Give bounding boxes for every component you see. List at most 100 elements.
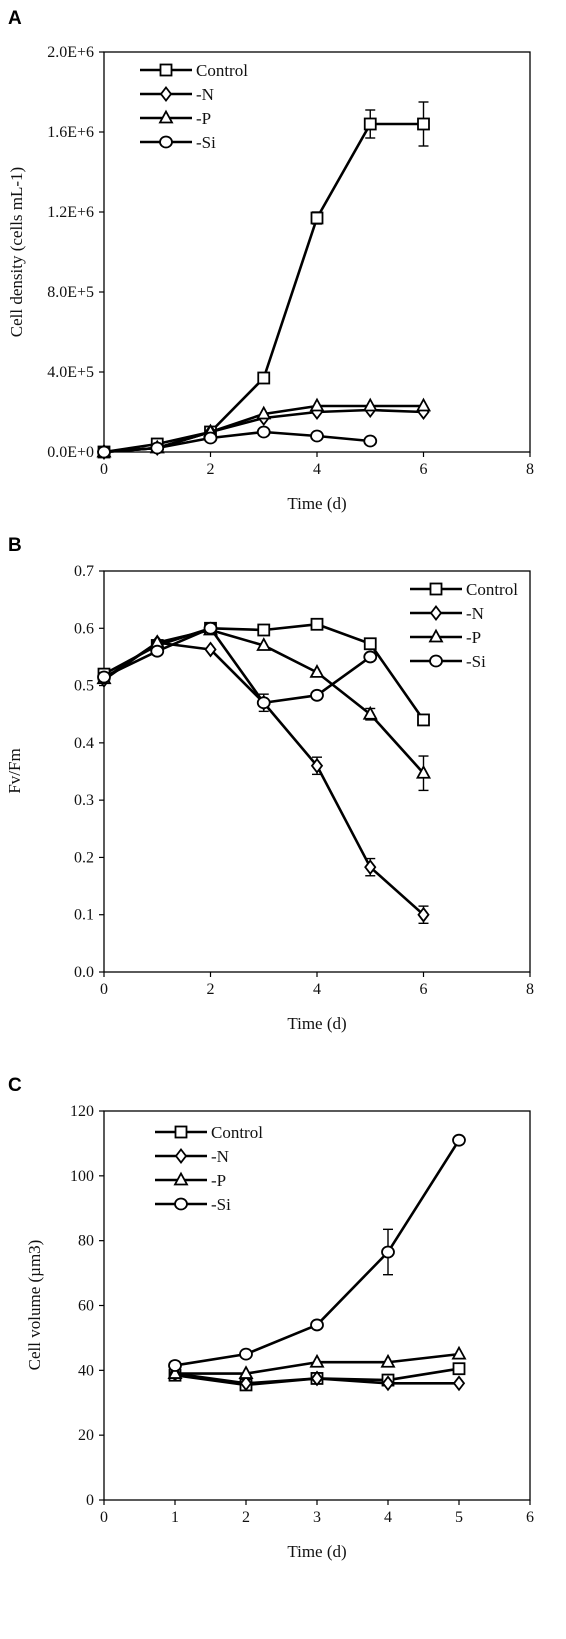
panel-b: B 0 2 4 6 8 0.0 0.1 0.2 0.3 0.4 0.5 0.6 0.7 Time (d) Fv… <box>5 535 534 1033</box>
data-point <box>363 650 378 664</box>
plot-area <box>103 1110 531 1501</box>
y-axis-title: Cell density (cells mL-1) <box>7 167 26 337</box>
data-point <box>310 757 324 774</box>
data-point <box>362 397 378 412</box>
legend: Control -N -P -Si <box>410 580 518 671</box>
series-line <box>103 626 372 705</box>
data-point <box>167 1365 183 1379</box>
x-axis-title: Time (d) <box>287 1014 346 1033</box>
series-line <box>103 122 424 454</box>
data-point <box>417 117 430 131</box>
data-point <box>452 1375 466 1392</box>
x-axis-title: Time (d) <box>287 1542 346 1561</box>
legend-label: Control <box>211 1123 263 1142</box>
series-line <box>103 641 425 916</box>
y-tick-label: 0.0E+0 <box>47 444 94 461</box>
panel-label: C <box>8 1075 22 1096</box>
legend-label: Control <box>196 61 248 80</box>
y-tick-label: 1.2E+6 <box>47 204 94 221</box>
series-line <box>103 430 371 454</box>
legend-label: -Si <box>196 133 216 152</box>
data-point <box>256 696 271 710</box>
x-tick-label: 0 <box>100 981 108 998</box>
panel-a: A 0 2 4 6 8 0.0E+0 4.0E+5 8.0E+5 1.2E+6 1.6E+6 2.0E… <box>7 8 534 513</box>
data-point <box>203 431 218 445</box>
data-point <box>97 670 111 684</box>
y-axis-title: Fv/Fm <box>5 748 24 793</box>
legend-swatch-marker <box>174 1148 188 1164</box>
legend-swatch-marker <box>174 1125 188 1139</box>
data-point <box>381 1245 395 1259</box>
data-point <box>417 906 430 923</box>
legend-swatch-marker <box>159 135 173 149</box>
series-p <box>167 1345 467 1379</box>
legend-label: -Si <box>211 1195 231 1214</box>
y-tick-label: 80 <box>78 1233 94 1250</box>
data-point <box>238 1365 254 1379</box>
plot-area <box>103 51 531 453</box>
data-point <box>168 1359 182 1372</box>
panel-label: B <box>8 535 22 556</box>
legend-swatch-marker <box>428 628 444 643</box>
y-tick-label: 0.6 <box>74 620 94 637</box>
data-point <box>257 623 271 637</box>
data-point <box>204 641 217 658</box>
x-tick-label: 3 <box>313 1509 321 1526</box>
legend: Control -N -P -Si <box>155 1123 263 1214</box>
data-point <box>310 1318 324 1332</box>
series-si <box>168 1133 466 1372</box>
data-point <box>310 429 324 443</box>
y-tick-label: 0.3 <box>74 792 94 809</box>
data-point <box>309 1353 325 1368</box>
data-point <box>363 117 377 131</box>
y-tick-label: 1.6E+6 <box>47 124 94 141</box>
y-tick-label: 8.0E+5 <box>47 284 94 301</box>
data-point <box>364 859 377 876</box>
x-tick-label: 8 <box>526 461 534 478</box>
data-point <box>417 713 430 727</box>
x-tick-label: 6 <box>526 1509 534 1526</box>
legend-label: -N <box>211 1147 229 1166</box>
y-tick-label: 2.0E+6 <box>47 44 94 61</box>
data-point <box>415 397 432 412</box>
legend-swatch-marker <box>429 582 443 596</box>
data-point <box>310 211 324 225</box>
y-tick-label: 0.2 <box>74 849 94 866</box>
y-tick-label: 0 <box>86 1492 94 1509</box>
y-tick-label: 100 <box>70 1168 94 1185</box>
series-n <box>168 1365 466 1392</box>
data-point <box>97 445 111 459</box>
data-point <box>380 1353 396 1368</box>
legend-swatch-marker <box>159 63 173 77</box>
legend-label: -P <box>211 1171 226 1190</box>
data-point <box>415 764 432 779</box>
legend-swatch-marker <box>429 654 443 668</box>
data-point <box>309 397 325 412</box>
x-tick-label: 4 <box>313 981 321 998</box>
x-tick-label: 4 <box>384 1509 392 1526</box>
data-point <box>203 621 218 635</box>
y-axis-title: Cell volume (µm3) <box>25 1240 44 1371</box>
x-tick-label: 8 <box>526 981 534 998</box>
y-tick-label: 0.0 <box>74 964 94 981</box>
x-tick-label: 2 <box>242 1509 250 1526</box>
legend-label: -P <box>466 628 481 647</box>
series-n <box>97 634 430 925</box>
legend-label: -P <box>196 109 211 128</box>
legend-swatch-marker <box>158 109 174 124</box>
x-tick-label: 6 <box>420 461 428 478</box>
legend-label: -N <box>196 85 214 104</box>
data-point <box>309 664 325 678</box>
legend-swatch-marker <box>429 605 443 621</box>
y-tick-label: 40 <box>78 1362 94 1379</box>
data-point <box>310 1370 324 1387</box>
legend-label: -Si <box>466 652 486 671</box>
data-point <box>256 405 272 420</box>
x-tick-label: 1 <box>171 1509 179 1526</box>
x-tick-label: 0 <box>100 461 108 478</box>
x-tick-label: 0 <box>100 1509 108 1526</box>
y-tick-label: 0.1 <box>74 907 94 924</box>
x-tick-label: 2 <box>207 981 215 998</box>
